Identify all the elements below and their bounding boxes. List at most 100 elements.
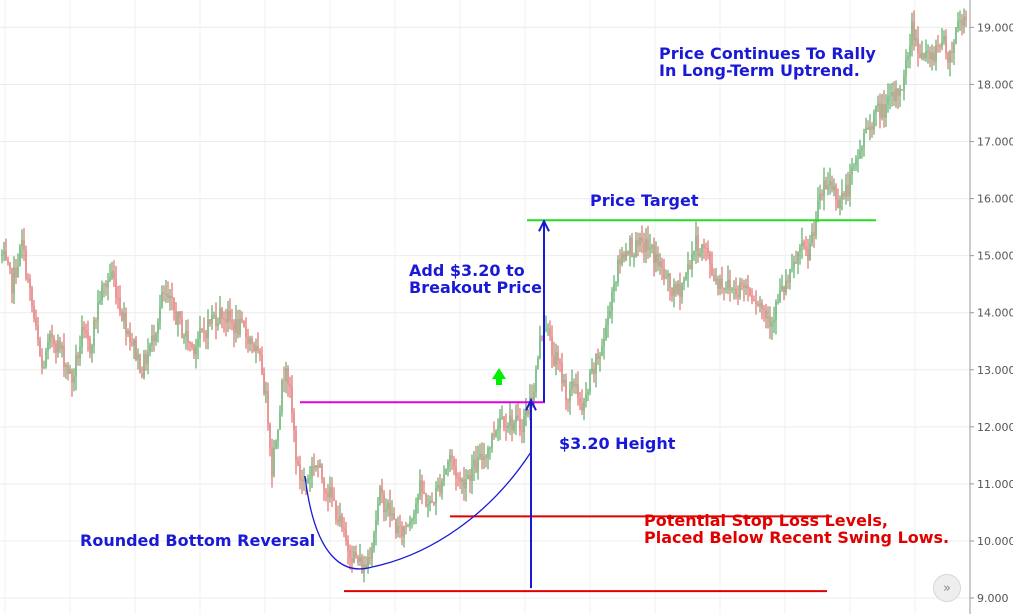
candle-body	[441, 481, 443, 493]
candle-body	[83, 326, 85, 331]
candle	[949, 49, 951, 77]
candle-body	[149, 345, 151, 353]
candle-body	[597, 354, 599, 360]
candle-body	[381, 486, 383, 494]
candle	[793, 255, 795, 279]
candle	[605, 318, 607, 342]
candle-body	[883, 104, 885, 118]
candle-body	[539, 335, 541, 359]
candle	[841, 179, 843, 211]
candle-body	[151, 335, 153, 346]
candle-body	[777, 301, 779, 303]
candle-body	[643, 241, 645, 252]
candle-body	[611, 291, 613, 311]
candle-body	[483, 456, 485, 461]
candle-body	[901, 89, 903, 91]
candle-body	[357, 556, 359, 562]
candle	[377, 496, 379, 526]
candle-body	[619, 259, 621, 265]
candle	[205, 329, 207, 349]
candle	[221, 306, 223, 329]
candle-body	[583, 401, 585, 411]
candle	[685, 272, 687, 281]
candle-body	[743, 284, 745, 288]
candle-body	[13, 267, 15, 294]
candle-body	[41, 355, 43, 368]
candle	[149, 342, 151, 357]
candle-body	[371, 547, 373, 559]
candle	[63, 333, 65, 377]
candle-body	[43, 367, 45, 369]
candle	[883, 90, 885, 128]
candle	[367, 549, 369, 574]
candle-body	[555, 352, 557, 366]
candle	[873, 109, 875, 135]
candle	[407, 523, 409, 528]
candle	[123, 302, 125, 329]
candle	[539, 325, 541, 360]
candle-body	[805, 246, 807, 250]
candle	[267, 382, 269, 431]
candle	[43, 360, 45, 370]
candle	[583, 397, 585, 421]
candle-body	[783, 286, 785, 293]
candle-body	[493, 434, 495, 437]
candle	[121, 308, 123, 322]
candle-body	[349, 550, 351, 559]
y-tick-label: 11.000	[977, 478, 1013, 491]
candle	[813, 221, 815, 248]
candle-body	[759, 303, 761, 306]
candle	[243, 320, 245, 328]
candle	[535, 365, 537, 398]
candle	[935, 39, 937, 71]
candle	[651, 243, 653, 254]
candle-body	[457, 477, 459, 479]
candle	[753, 295, 755, 302]
candle-body	[621, 253, 623, 265]
candle-body	[877, 103, 879, 107]
candle	[339, 502, 341, 528]
candle	[13, 256, 15, 305]
candle-body	[415, 503, 417, 515]
candle-body	[169, 296, 171, 299]
candle-body	[677, 283, 679, 294]
candle	[893, 81, 895, 106]
candle-body	[283, 380, 285, 382]
candle-body	[469, 475, 471, 481]
candle-body	[821, 193, 823, 197]
candle	[835, 183, 837, 211]
candle	[373, 530, 375, 553]
candle	[105, 280, 107, 296]
candle	[285, 361, 287, 394]
candle	[419, 469, 421, 501]
candle-body	[247, 337, 249, 345]
candle	[7, 256, 9, 266]
candle	[491, 432, 493, 453]
candle-body	[787, 280, 789, 283]
candle-body	[231, 320, 233, 324]
candle-body	[155, 333, 157, 342]
candle	[683, 276, 685, 291]
candle	[577, 371, 579, 406]
candle-body	[241, 318, 243, 321]
candle-body	[461, 479, 463, 482]
candle	[639, 232, 641, 252]
candle	[843, 190, 845, 200]
candle-body	[65, 365, 67, 368]
candle	[355, 545, 357, 559]
candle	[619, 249, 621, 274]
candle-body	[559, 360, 561, 364]
candle	[709, 250, 711, 279]
candle	[203, 317, 205, 342]
candle	[557, 345, 559, 370]
candle	[93, 316, 95, 354]
y-axis: 9.000 10.000 11.000 12.000 13.000 14.000 15.00…	[969, 0, 1013, 614]
candle-body	[615, 282, 617, 284]
scroll-to-latest-button[interactable]: »	[933, 574, 961, 602]
breakout-arrow-stem	[496, 378, 502, 385]
candle	[621, 247, 623, 267]
candle	[421, 474, 423, 505]
candle	[317, 459, 319, 478]
candle	[37, 316, 39, 347]
candle	[903, 69, 905, 101]
